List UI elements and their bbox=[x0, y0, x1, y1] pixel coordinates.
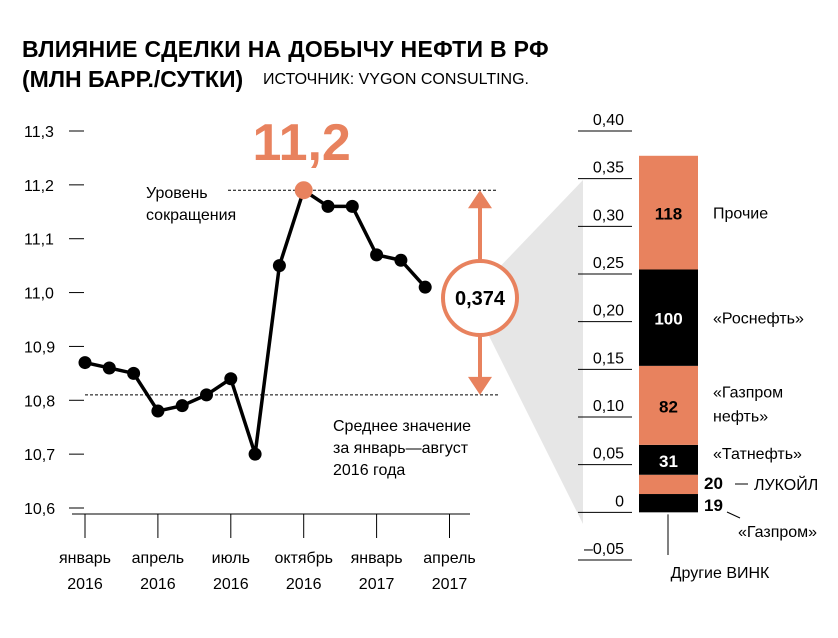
reference-label-average: Среднее значение bbox=[333, 418, 471, 435]
line-point bbox=[272, 259, 286, 273]
line-point-peak bbox=[294, 181, 313, 200]
bar-y-tick-label: 0,35 bbox=[593, 160, 624, 177]
reference-label-cut-level: сокращения bbox=[146, 207, 236, 224]
bar-segment-value: 100 bbox=[654, 310, 682, 329]
line-point bbox=[224, 372, 238, 386]
bar-x-label: Другие ВИНК bbox=[671, 565, 770, 582]
line-y-tick-label: 10,8 bbox=[24, 393, 55, 410]
bar-segment bbox=[639, 494, 698, 513]
bar-segment bbox=[639, 155, 698, 270]
line-x-tick-label: апрель bbox=[132, 550, 185, 567]
peak-value-label: 11,2 bbox=[253, 114, 351, 172]
line-x-tick-year: 2016 bbox=[213, 576, 249, 593]
line-point bbox=[321, 199, 335, 213]
bar-segment bbox=[639, 269, 698, 366]
line-point bbox=[102, 361, 116, 375]
line-y-tick-label: 11,0 bbox=[24, 286, 54, 303]
chart-title: ВЛИЯНИЕ СДЕЛКИ НА ДОБЫЧУ НЕФТИ В РФ bbox=[22, 36, 549, 62]
company-label: «Роснефть» bbox=[713, 311, 804, 328]
line-x-tick-label: январь bbox=[59, 550, 111, 567]
company-label: нефть» bbox=[713, 408, 768, 425]
line-point bbox=[418, 280, 432, 294]
line-point bbox=[200, 388, 213, 402]
company-label: Прочие bbox=[713, 206, 768, 223]
line-x-tick-year: 2016 bbox=[286, 576, 322, 593]
company-label: ЛУКОЙЛ bbox=[754, 475, 818, 494]
bar-segment bbox=[639, 444, 698, 475]
bar-y-tick-label: 0,40 bbox=[593, 112, 624, 129]
company-label: «Газпром bbox=[713, 384, 783, 401]
reference-label-average: за январь—август bbox=[333, 440, 469, 457]
chart-units: (МЛН БАРР./СУТКИ) bbox=[22, 66, 244, 92]
bar-y-tick-label: 0,10 bbox=[593, 398, 624, 415]
line-x-tick-label: октябрь bbox=[274, 550, 332, 567]
bar-segment bbox=[639, 365, 698, 445]
bar-segment-value: 20 bbox=[704, 474, 723, 493]
difference-value-label: 0,374 bbox=[455, 288, 506, 310]
line-x-tick-year: 2016 bbox=[67, 576, 103, 593]
bar-y-tick-label: –0,05 bbox=[584, 541, 624, 558]
line-x-tick-label: январь bbox=[351, 550, 403, 567]
bar-y-tick-label: 0,15 bbox=[593, 350, 624, 367]
label-leader bbox=[726, 511, 741, 519]
line-series-path bbox=[84, 188, 427, 456]
line-point bbox=[345, 199, 359, 213]
bar-segment-value: 31 bbox=[659, 452, 678, 471]
line-x-tick-year: 2016 bbox=[140, 576, 176, 593]
bar-segment-value: 82 bbox=[659, 397, 678, 416]
bar-y-tick-label: 0 bbox=[615, 493, 624, 510]
bar-y-tick-label: 0,30 bbox=[593, 207, 624, 224]
reference-label-cut-level: Уровень bbox=[146, 185, 208, 202]
line-point bbox=[78, 356, 92, 370]
bar-segment bbox=[639, 474, 698, 495]
bar-segment-value: 19 bbox=[704, 496, 723, 515]
line-point bbox=[248, 447, 262, 461]
reference-label-average: 2016 года bbox=[333, 462, 405, 479]
line-point bbox=[394, 253, 408, 267]
connector-funnel bbox=[470, 180, 583, 524]
company-label: «Татнефть» bbox=[713, 446, 802, 463]
line-y-tick-label: 11,2 bbox=[24, 178, 54, 195]
bar-segment-value: 118 bbox=[655, 205, 682, 224]
line-y-tick-label: 10,7 bbox=[24, 447, 55, 464]
line-x-tick-label: апрель bbox=[423, 550, 476, 567]
line-point bbox=[175, 399, 189, 413]
line-y-tick-label: 10,6 bbox=[24, 501, 55, 518]
line-point bbox=[127, 366, 141, 380]
bar-y-tick-label: 0,25 bbox=[593, 255, 624, 272]
difference-arrowhead-up bbox=[468, 190, 492, 209]
difference-arrowhead-down bbox=[468, 376, 492, 395]
bar-y-tick-label: 0,20 bbox=[593, 303, 624, 320]
company-label: «Газпром» bbox=[738, 524, 817, 541]
source-note: ИСТОЧНИК: VYGON CONSULTING. bbox=[263, 71, 529, 88]
line-point bbox=[370, 248, 384, 262]
line-x-tick-year: 2017 bbox=[432, 576, 468, 593]
difference-circle bbox=[441, 259, 519, 337]
bar-y-tick-label: 0,05 bbox=[593, 446, 624, 463]
line-x-tick-year: 2017 bbox=[359, 576, 395, 593]
line-y-tick-label: 11,1 bbox=[24, 232, 54, 249]
line-y-tick-label: 10,9 bbox=[24, 339, 55, 356]
line-x-tick-label: июль bbox=[212, 550, 250, 567]
line-point bbox=[151, 404, 165, 418]
line-y-tick-label: 11,3 bbox=[24, 124, 54, 141]
